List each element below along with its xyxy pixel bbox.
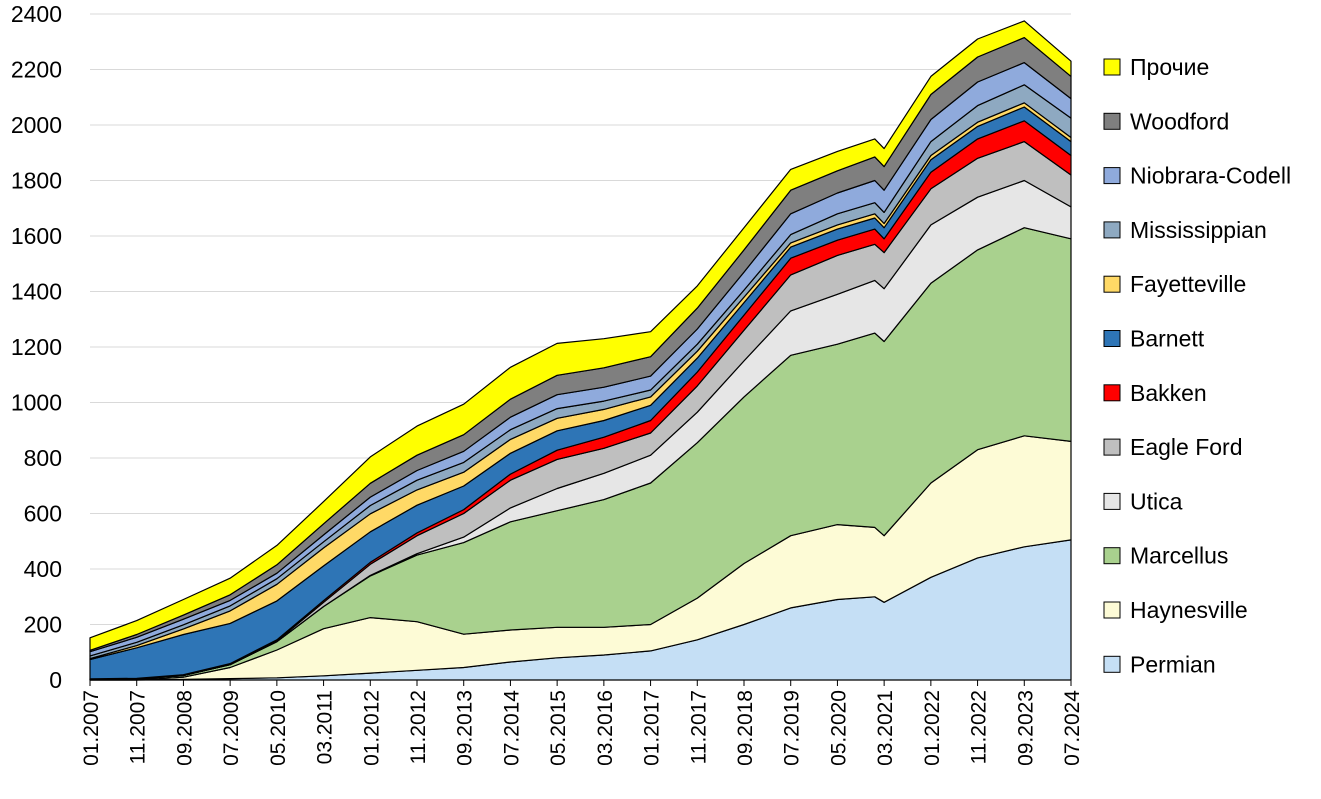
legend-label: Marcellus: [1130, 543, 1228, 569]
x-tick-label: 07.2024: [1061, 690, 1084, 766]
y-tick-label: 1800: [11, 168, 62, 194]
x-tick-label: 07.2014: [500, 690, 523, 766]
y-tick-label: 200: [24, 612, 62, 638]
area-series: [89, 20, 1072, 681]
legend-swatch: [1103, 58, 1121, 76]
legend-swatch: [1103, 384, 1121, 402]
x-tick-label: 11.2017: [687, 690, 710, 764]
x-tick-label: 09.2023: [1014, 690, 1037, 766]
legend-label: Permian: [1130, 651, 1216, 677]
y-axis: 0 200 400 600 800 1000 1200 1400 1600 1800 2000 220…: [11, 1, 62, 693]
x-tick-label: 05.2010: [267, 690, 290, 766]
x-tick-label: 11.2007: [127, 690, 150, 764]
y-tick-label: 2400: [11, 1, 62, 27]
legend: Прочие Woodford Niobrara-Codell Mississippi…: [1103, 54, 1291, 677]
area-прочие: [89, 20, 1072, 651]
legend-label: Utica: [1130, 488, 1183, 514]
legend-label: Mississippian: [1130, 217, 1267, 243]
x-tick-label: 01.2017: [641, 690, 664, 766]
y-tick-label: 1000: [11, 390, 62, 416]
legend-swatch: [1103, 275, 1121, 293]
x-tick-label: 09.2008: [173, 690, 196, 766]
x-axis: 01.2007 11.2007 09.2008 07.2009 05.2010 03.20…: [80, 679, 1084, 766]
legend-label: Haynesville: [1130, 597, 1248, 623]
x-tick-label: 03.2021: [874, 690, 897, 766]
legend-swatch: [1103, 547, 1121, 565]
y-tick-label: 2200: [11, 57, 62, 83]
legend-swatch: [1103, 167, 1121, 185]
x-tick-label: 01.2012: [360, 690, 383, 766]
legend-label: Bakken: [1130, 380, 1207, 406]
x-tick-label: 03.2016: [594, 690, 617, 766]
legend-swatch: [1103, 601, 1121, 619]
y-tick-label: 0: [49, 667, 62, 693]
x-tick-label: 03.2011: [314, 690, 337, 764]
y-tick-label: 1400: [11, 279, 62, 305]
x-tick-label: 11.2012: [407, 690, 430, 764]
legend-label: Прочие: [1130, 54, 1209, 80]
legend-swatch: [1103, 655, 1121, 673]
x-tick-label: 11.2022: [968, 690, 991, 764]
x-tick-label: 07.2019: [781, 690, 804, 766]
x-tick-label: 01.2007: [80, 690, 103, 766]
x-tick-label: 07.2009: [220, 690, 243, 766]
legend-swatch: [1103, 492, 1121, 510]
y-tick-label: 1200: [11, 334, 62, 360]
legend-swatch: [1103, 112, 1121, 130]
y-tick-label: 600: [24, 501, 62, 527]
legend-swatch: [1103, 438, 1121, 456]
legend-swatch: [1103, 221, 1121, 239]
y-tick-label: 2000: [11, 112, 62, 138]
x-tick-label: 09.2018: [734, 690, 757, 766]
x-tick-label: 05.2020: [827, 690, 850, 766]
legend-label: Niobrara-Codell: [1130, 163, 1291, 189]
x-tick-label: 09.2013: [454, 690, 477, 766]
x-tick-label: 05.2015: [547, 690, 570, 766]
legend-label: Eagle Ford: [1130, 434, 1243, 460]
y-tick-label: 1600: [11, 223, 62, 249]
y-tick-label: 800: [24, 445, 62, 471]
legend-swatch: [1103, 330, 1121, 347]
legend-label: Fayetteville: [1130, 271, 1246, 297]
legend-label: Barnett: [1130, 326, 1205, 352]
x-tick-label: 01.2022: [921, 690, 944, 766]
legend-label: Woodford: [1130, 108, 1229, 134]
y-tick-label: 400: [24, 556, 62, 582]
